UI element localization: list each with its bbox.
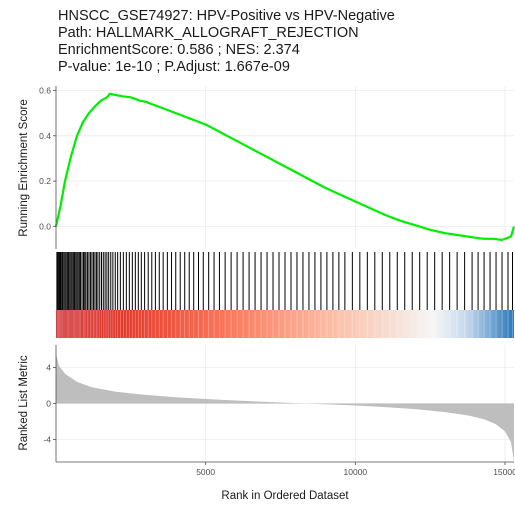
es-y-tick-label: 0.2 <box>39 176 51 186</box>
es-y-tick-label: 0.0 <box>39 221 51 231</box>
running-es-panel: 0.0 0.2 0.4 0.6 Running Enrichment Score <box>18 86 515 249</box>
title-line-4: P-value: 1e-10 ; P.Adjust: 1.667e-09 <box>58 59 290 75</box>
ranked-metric-fill <box>56 354 514 462</box>
ranked-metric-panel: -4 0 4 Ranked List Metric <box>18 345 514 463</box>
x-axis-title: Rank in Ordered Dataset <box>221 490 349 502</box>
gene-hits-panel <box>56 252 514 310</box>
title-line-2: Path: HALLMARK_ALLOGRAFT_REJECTION <box>58 25 359 41</box>
x-tick-label: 10000 <box>344 467 368 477</box>
es-y-axis-title: Running Enrichment Score <box>18 99 30 236</box>
x-axis: 5000 10000 15000 <box>196 462 515 477</box>
metric-y-tick-label: 0 <box>46 399 51 409</box>
color-bar-hit-marks <box>56 310 513 338</box>
x-tick-label: 5000 <box>196 467 215 477</box>
metric-y-tick-label: 4 <box>46 363 51 373</box>
es-y-tick-label: 0.6 <box>39 86 51 96</box>
gene-hit-lines <box>56 252 514 310</box>
color-bar-panel <box>56 310 514 338</box>
es-gridlines <box>56 86 514 249</box>
es-y-tick-label: 0.4 <box>39 131 51 141</box>
running-es-line <box>54 92 515 241</box>
running-es-curve <box>54 92 515 241</box>
ranking-color-bar <box>56 310 514 338</box>
chart-title: HNSCC_GSE74927: HPV-Positive vs HPV-Nega… <box>58 8 395 75</box>
metric-y-axis-title: Ranked List Metric <box>18 355 30 450</box>
title-line-3: EnrichmentScore: 0.586 ; NES: 2.374 <box>58 42 300 58</box>
title-line-1: HNSCC_GSE74927: HPV-Positive vs HPV-Nega… <box>58 8 395 24</box>
metric-y-tick-label: -4 <box>43 435 51 445</box>
x-tick-label: 15000 <box>493 467 515 477</box>
metric-y-axis: -4 0 4 <box>43 363 56 445</box>
ranked-metric-area <box>56 354 514 462</box>
es-y-axis: 0.0 0.2 0.4 0.6 <box>39 86 56 231</box>
